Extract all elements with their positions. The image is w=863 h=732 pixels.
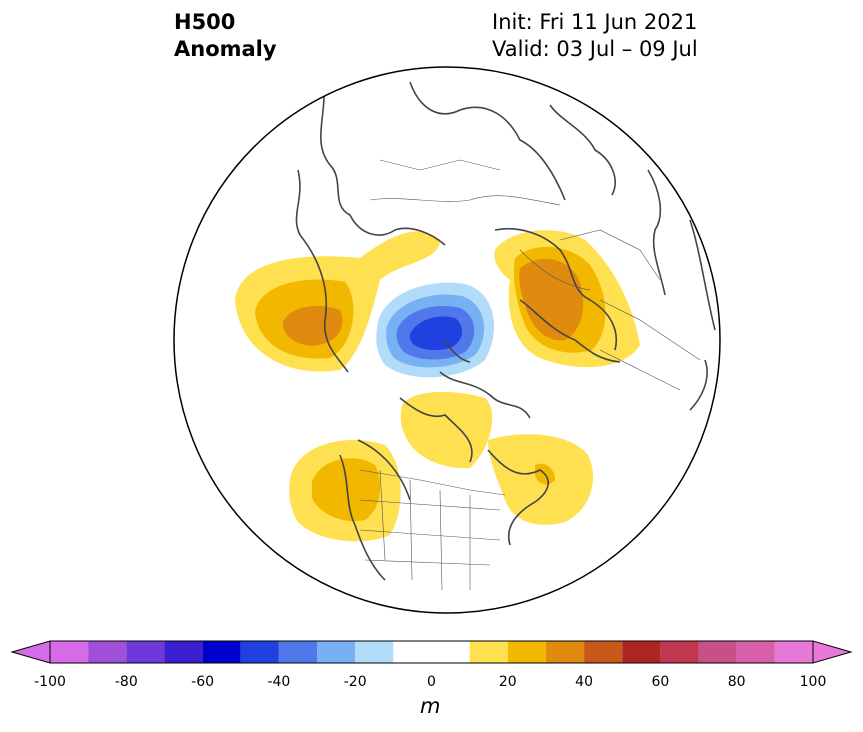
colorbar-bin [698,641,737,663]
colorbar-tick-label: -20 [343,674,367,690]
colorbar-ticks: -100 -80 -60 -40 -20 0 20 40 60 80 100 [0,674,863,694]
colorbar-tick-label: -40 [267,674,291,690]
colorbar-bin [126,641,165,663]
colorbar-tick-label: 0 [427,674,436,690]
colorbar-tick-label: 20 [498,674,517,690]
anomaly-pacific-nw-positive [289,440,401,542]
colorbar-bin [774,641,813,663]
colorbar-bin [393,641,470,663]
colorbar [10,640,853,664]
run-info: Init: Fri 11 Jun 2021 Valid: 03 Jul – 09… [492,9,698,63]
anomaly-northeast-canada-positive [488,434,594,525]
political-borders [359,159,701,591]
colorbar-extend-low [10,640,51,664]
title-line-1: H500 [174,10,236,34]
anomaly-canadian-archipelago-positive [400,391,493,469]
colorbar-bin [202,641,241,663]
colorbar-bin [88,641,127,663]
globe-outline [173,66,721,614]
anomaly-arctic-negative [376,282,495,378]
colorbar-bin [278,641,318,663]
colorbar-bin [622,641,661,663]
title-line-2: Anomaly [174,37,277,61]
colorbar-frame [49,640,814,664]
colorbar-tick-label: -80 [114,674,138,690]
chart-title: H500 Anomaly [174,9,277,63]
colorbar-tick-label: 40 [575,674,594,690]
colorbar-extend-high [812,640,853,664]
colorbar-bin [545,641,585,663]
colorbar-bin [240,641,279,663]
colorbar-bin [164,641,203,663]
coastlines [295,77,716,581]
anomaly-europe-positive [494,230,640,368]
colorbar-bin [736,641,775,663]
colorbar-bin [584,641,623,663]
colorbar-tick-label: 60 [651,674,670,690]
colorbar-bin [317,641,356,663]
colorbar-bin [50,641,89,663]
colorbar-bin [660,641,699,663]
colorbar-tick-label: 80 [727,674,746,690]
colorbar-bin [507,641,546,663]
valid-range: Valid: 03 Jul – 09 Jul [492,37,698,61]
polar-map [173,66,721,614]
colorbar-tick-label: 100 [799,674,827,690]
colorbar-tick-label: -100 [34,674,66,690]
colorbar-bin [355,641,394,663]
colorbar-unit: m [420,694,441,718]
colorbar-tick-label: -60 [191,674,215,690]
anomaly-ural-positive [235,231,440,372]
colorbar-bin [469,641,508,663]
init-date: Init: Fri 11 Jun 2021 [492,10,698,34]
